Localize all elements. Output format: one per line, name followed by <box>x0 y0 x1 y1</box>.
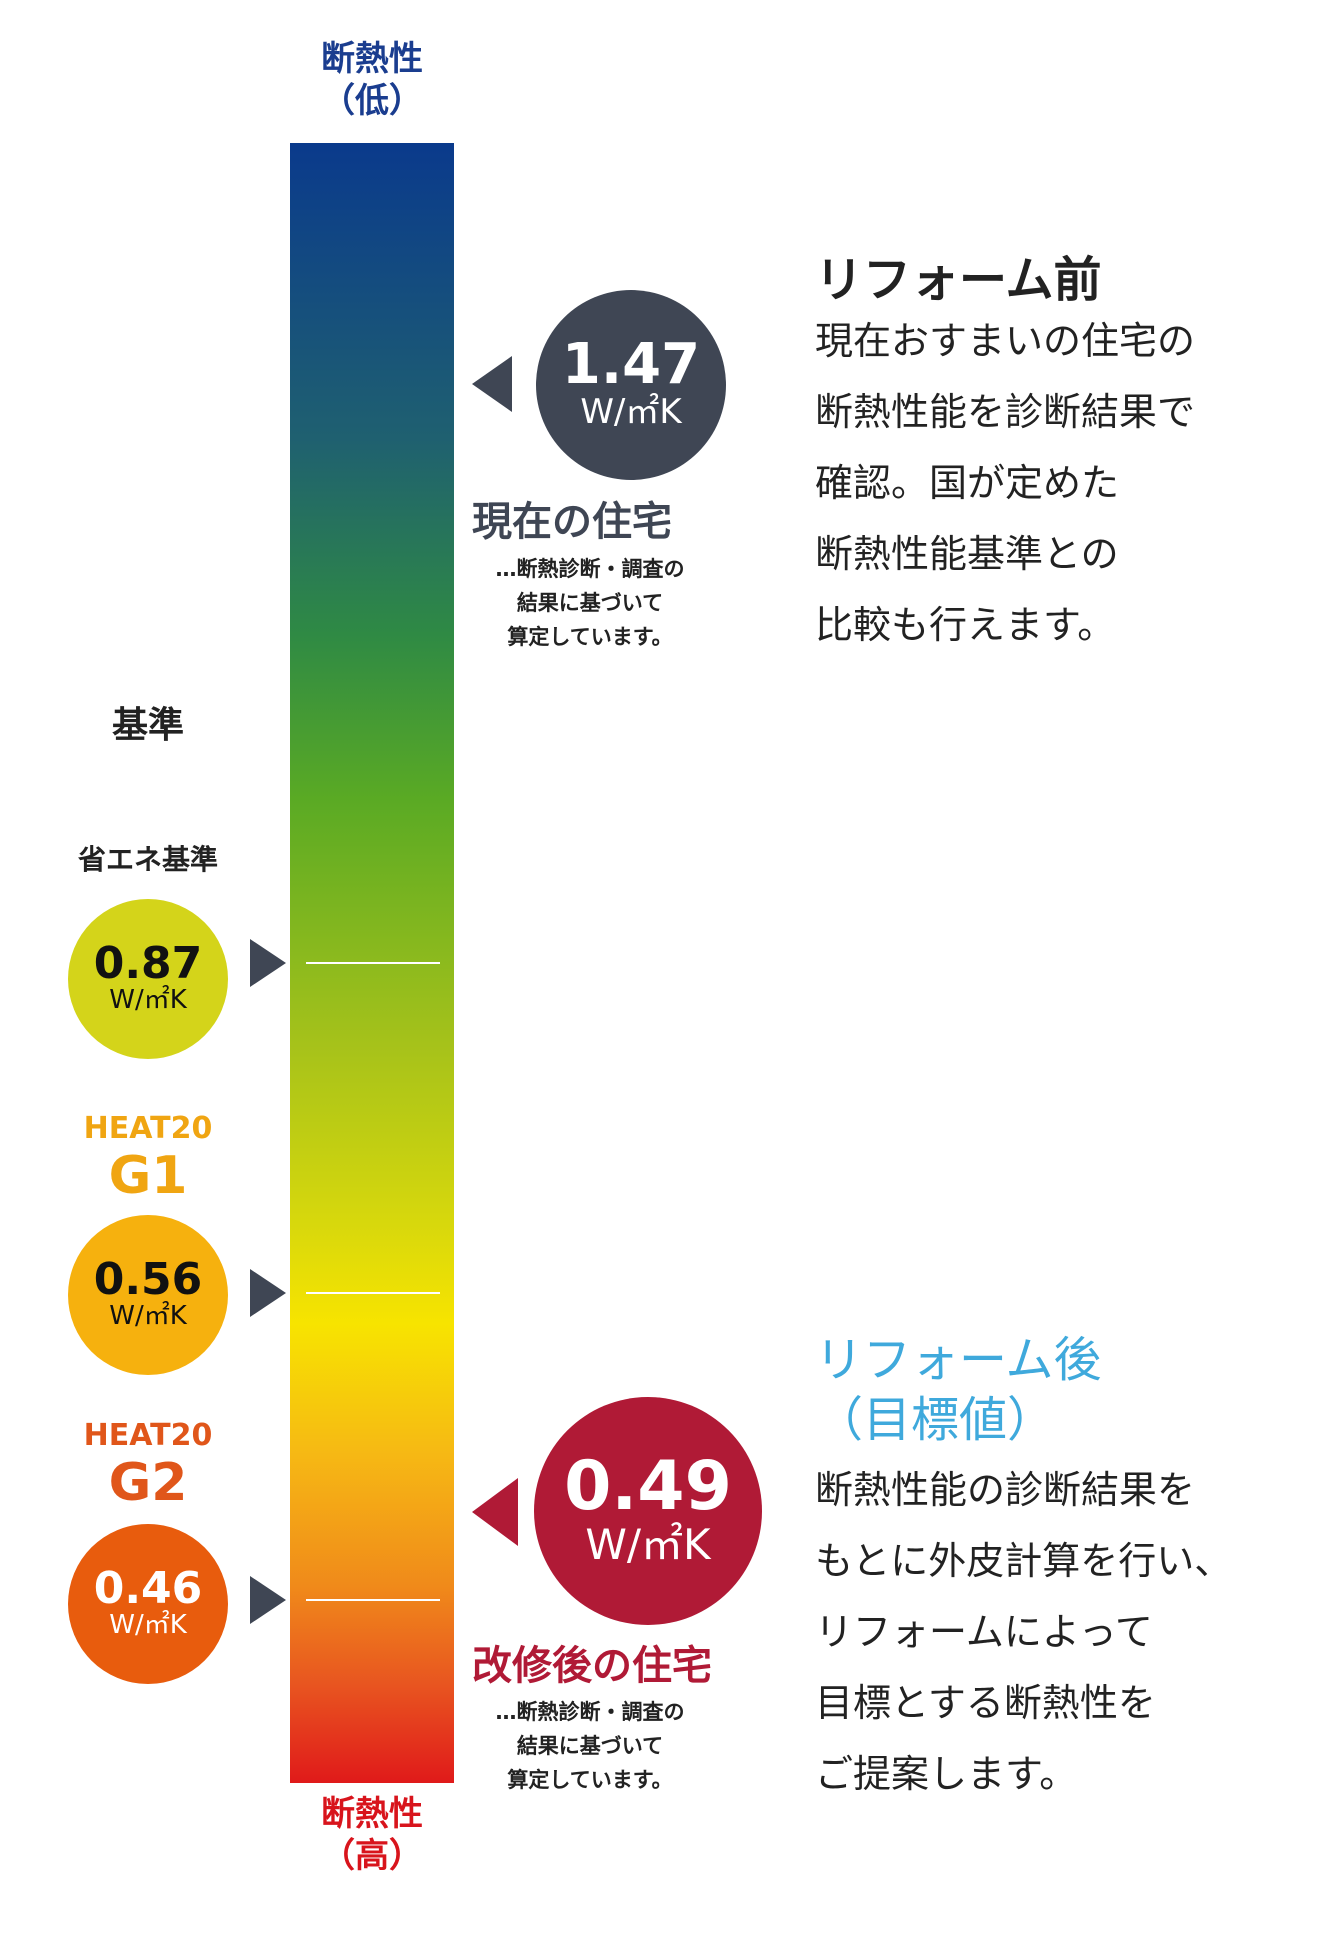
scale-top-label-line2: （低） <box>321 81 423 121</box>
after-heading: リフォーム後 （目標値） <box>815 1330 1102 1450</box>
g1-circle: 0.56 W/㎡K <box>68 1215 228 1375</box>
current-note-line1: …断熱診断・調査の <box>495 557 685 581</box>
energy-saving-value: 0.87 <box>93 938 203 990</box>
current-note-line2: 結果に基づいて <box>516 591 664 615</box>
scale-bottom-label-line2: （高） <box>321 1836 423 1876</box>
standards-heading: 基準 <box>111 705 184 746</box>
tick-energy-saving <box>306 962 440 964</box>
renovated-pointer <box>472 1478 518 1546</box>
after-line-4: 目標とする断熱性を <box>815 1681 1156 1725</box>
scale-top-label-line1: 断熱性 <box>321 39 423 79</box>
renovated-unit: W/㎡K <box>585 1519 711 1569</box>
before-heading: リフォーム前 <box>815 252 1102 308</box>
renovated-circle: 0.49 W/㎡K <box>534 1397 762 1625</box>
after-heading-line1: リフォーム後 <box>815 1332 1102 1388</box>
g1-unit: W/㎡K <box>109 1301 187 1332</box>
g2-value: 0.46 <box>93 1563 203 1615</box>
renovated-note: …断熱診断・調査の 結果に基づいて 算定しています。 <box>470 1695 710 1797</box>
energy-saving-label: 省エネ基準 <box>77 843 218 876</box>
current-note-line3: 算定しています。 <box>507 625 673 649</box>
current-note: …断熱診断・調査の 結果に基づいて 算定しています。 <box>470 552 710 654</box>
renovated-note-line1: …断熱診断・調査の <box>495 1700 685 1724</box>
before-description: 現在おすまいの住宅の 断熱性能を診断結果で 確認。国が定めた 断熱性能基準との … <box>815 306 1195 661</box>
scale-bottom-label-line1: 断熱性 <box>321 1794 423 1834</box>
renovated-title: 改修後の住宅 <box>472 1643 712 1689</box>
g2-pointer <box>250 1576 286 1624</box>
before-line-5: 比較も行えます。 <box>815 603 1116 647</box>
energy-saving-circle: 0.87 W/㎡K <box>68 899 228 1059</box>
after-description: 断熱性能の診断結果を もとに外皮計算を行い、 リフォームによって 目標とする断熱… <box>815 1455 1232 1810</box>
g2-label-main: G2 <box>108 1453 188 1513</box>
renovated-note-line2: 結果に基づいて <box>516 1734 664 1758</box>
current-value: 1.47 <box>561 332 701 398</box>
current-unit: W/㎡K <box>580 392 682 433</box>
tick-g2 <box>306 1599 440 1601</box>
g2-circle: 0.46 W/㎡K <box>68 1524 228 1684</box>
current-pointer <box>472 356 512 412</box>
energy-saving-pointer <box>250 939 286 987</box>
after-line-3: リフォームによって <box>815 1610 1153 1654</box>
g2-unit: W/㎡K <box>109 1610 187 1641</box>
g1-label-main: G1 <box>108 1146 188 1206</box>
renovated-value: 0.49 <box>564 1446 732 1526</box>
after-line-1: 断熱性能の診断結果を <box>815 1468 1196 1512</box>
g1-pointer <box>250 1269 286 1317</box>
tick-g1 <box>306 1292 440 1294</box>
scale-top-label: 断熱性 （低） <box>272 38 472 122</box>
before-line-4: 断熱性能基準との <box>815 532 1119 576</box>
g1-value: 0.56 <box>93 1254 203 1306</box>
after-line-5: ご提案します。 <box>815 1752 1078 1796</box>
after-heading-line2: （目標値） <box>815 1392 1056 1448</box>
g2-label-top: HEAT20 <box>83 1418 213 1453</box>
scale-bottom-label: 断熱性 （高） <box>272 1793 472 1877</box>
before-line-2: 断熱性能を診断結果で <box>815 390 1196 434</box>
renovated-note-line3: 算定しています。 <box>507 1768 673 1792</box>
current-title: 現在の住宅 <box>472 499 672 545</box>
energy-saving-unit: W/㎡K <box>109 985 187 1016</box>
after-line-2: もとに外皮計算を行い、 <box>815 1539 1233 1583</box>
before-line-1: 現在おすまいの住宅の <box>815 319 1196 363</box>
g1-label-top: HEAT20 <box>83 1111 213 1146</box>
current-circle: 1.47 W/㎡K <box>536 290 726 480</box>
before-line-3: 確認。国が定めた <box>815 461 1120 505</box>
